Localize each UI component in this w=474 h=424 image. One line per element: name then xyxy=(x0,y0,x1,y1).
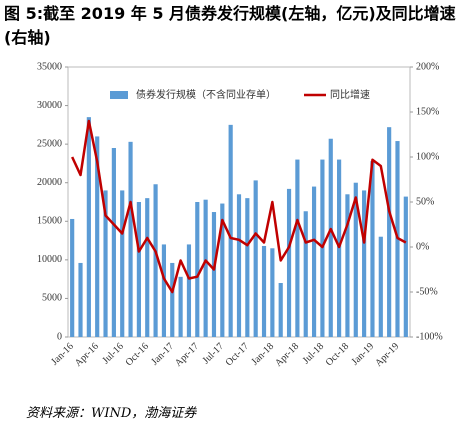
x-tick-label: Jan-18 xyxy=(249,341,276,368)
y-tick-label: 25000 xyxy=(37,138,62,149)
bar xyxy=(353,182,358,337)
bar xyxy=(303,211,308,337)
bar xyxy=(387,127,392,338)
x-tick-label: Jan-19 xyxy=(350,341,377,368)
y2-tick-label: 200% xyxy=(416,61,439,72)
x-tick-label: Jan-16 xyxy=(49,341,76,368)
bar xyxy=(261,245,267,337)
bar xyxy=(153,184,158,337)
bar xyxy=(328,138,333,337)
y2-tick-label: 0% xyxy=(416,241,429,252)
x-tick-label: Jul-16 xyxy=(101,341,126,366)
bar xyxy=(86,117,91,338)
x-tick-label: Jul-17 xyxy=(201,341,226,366)
x-tick-label: Apr-17 xyxy=(173,341,201,369)
bar xyxy=(295,159,300,337)
bar xyxy=(145,198,150,337)
bar xyxy=(311,186,317,337)
y2-tick-label: -50% xyxy=(416,286,438,297)
y-tick-label: 35000 xyxy=(37,61,62,72)
bar xyxy=(203,199,208,337)
bar xyxy=(320,159,325,337)
bar xyxy=(370,161,375,337)
bar xyxy=(128,141,133,337)
y2-tick-label: -100% xyxy=(416,331,443,342)
y2-tick-label: 50% xyxy=(416,196,434,207)
bar xyxy=(220,203,225,337)
y-tick-label: 20000 xyxy=(37,177,62,188)
chart-title: 图 5:截至 2019 年 5 月债券发行规模(左轴，亿元)及同比增速(右轴) xyxy=(4,4,456,47)
bar xyxy=(120,190,125,337)
bar xyxy=(161,244,167,337)
bar xyxy=(270,248,275,337)
bar xyxy=(186,244,192,337)
y-tick-label: 30000 xyxy=(37,100,62,111)
bar xyxy=(228,124,233,337)
bar xyxy=(253,180,258,337)
bar xyxy=(286,188,292,337)
y-tick-label: 15000 xyxy=(37,216,62,227)
x-tick-label: Oct-17 xyxy=(224,341,251,368)
bar xyxy=(178,276,183,337)
bar xyxy=(211,212,217,337)
x-tick-label: Oct-16 xyxy=(124,341,151,368)
bar xyxy=(195,202,200,337)
bar xyxy=(103,190,108,337)
bar xyxy=(278,283,283,337)
x-tick-label: Apr-19 xyxy=(373,341,401,369)
x-tick-label: Jan-17 xyxy=(149,341,176,368)
legend-label: 债券发行规模（不含同业存单） xyxy=(136,88,276,101)
y-tick-label: 5000 xyxy=(42,293,62,304)
x-tick-label: Jul-18 xyxy=(301,341,326,366)
x-tick-label: Apr-18 xyxy=(273,341,301,369)
y-tick-label: 10000 xyxy=(37,254,62,265)
line xyxy=(71,119,407,294)
x-tick-label: Apr-16 xyxy=(73,341,101,369)
bar xyxy=(111,148,116,337)
bar xyxy=(236,194,242,337)
bar xyxy=(345,194,350,337)
legend-label: 同比增速 xyxy=(330,88,370,101)
bar xyxy=(378,236,383,337)
y-tick-label: 0 xyxy=(57,331,62,342)
y2-tick-label: 100% xyxy=(416,151,439,162)
bar xyxy=(170,262,175,337)
bar xyxy=(403,196,408,337)
legend-swatch xyxy=(110,91,128,99)
bar xyxy=(70,218,75,337)
bar xyxy=(136,202,141,337)
bar xyxy=(245,198,250,337)
source-note: 资料来源：WIND，渤海证券 xyxy=(26,406,197,421)
x-tick-label: Oct-18 xyxy=(324,341,351,368)
bar xyxy=(362,190,367,337)
bar xyxy=(78,262,83,337)
bar xyxy=(337,159,342,337)
bar xyxy=(95,136,100,337)
y2-tick-label: 150% xyxy=(416,106,439,117)
